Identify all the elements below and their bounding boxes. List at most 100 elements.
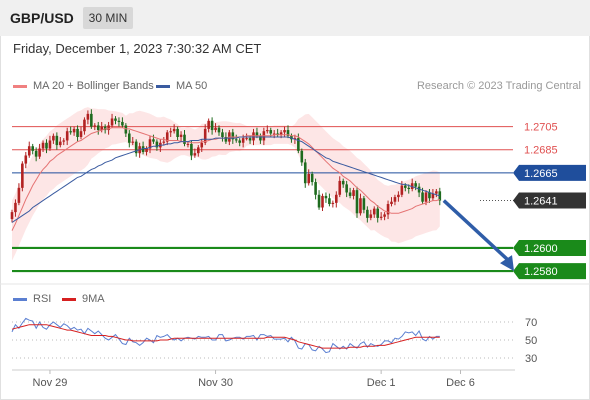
candle-body [90, 113, 93, 127]
candle-body [45, 142, 48, 149]
candle-body [210, 120, 214, 131]
candle-body [141, 146, 145, 153]
rsi-ma-line [11, 324, 440, 349]
candle-body [231, 132, 235, 140]
candle-body [48, 140, 52, 149]
rsi-tick-label: 70 [525, 317, 537, 329]
price-tag-resistance: 1.2685 [524, 145, 558, 157]
candle-body [314, 182, 317, 195]
candle-body [34, 150, 38, 157]
candle-body [279, 132, 283, 135]
x-tick-label: Dec 1 [367, 377, 396, 389]
chart-datetime: Friday, December 1, 2023 7:30:32 AM CET [13, 41, 262, 56]
legend-ma50: MA 50 [156, 80, 207, 92]
forecast-arrow [442, 199, 509, 261]
candle-body [186, 143, 190, 145]
candle-body [266, 130, 269, 132]
candle-body [352, 190, 355, 196]
rsi-tick-label: 30 [525, 353, 537, 365]
candle-body [197, 147, 200, 154]
candle-body [297, 138, 300, 151]
price-tag-label: 1.2665 [524, 168, 558, 180]
candle-body [169, 131, 172, 133]
candle-body [338, 180, 342, 195]
candle-body [355, 190, 359, 214]
candle-body [86, 113, 90, 120]
candle-body [179, 134, 183, 137]
candle-body [221, 132, 224, 137]
ma50-line [11, 136, 440, 223]
candle-body [404, 185, 407, 188]
candle-body [224, 136, 228, 142]
price-tag-label: 1.2600 [524, 243, 558, 255]
candle-body [96, 125, 100, 131]
price-tag-box [513, 239, 586, 256]
candle-body [200, 142, 204, 148]
candle-body [117, 120, 121, 122]
candle-body [376, 208, 379, 218]
candle-body [107, 125, 110, 131]
candle-body [76, 128, 79, 137]
candle-body [131, 141, 135, 143]
candle-body [335, 194, 338, 203]
candle-body [386, 204, 390, 215]
price-tag-label: 1.2705 [524, 122, 558, 134]
price-tag-box [513, 192, 586, 209]
candle-body [328, 198, 331, 205]
bollinger-band [12, 107, 440, 261]
rsi-line [11, 317, 440, 354]
candle-body [10, 212, 14, 220]
candle-body [331, 202, 335, 205]
candle-body [155, 141, 159, 148]
candle-body [272, 133, 276, 135]
candle-body [234, 139, 238, 141]
candle-body [435, 191, 438, 194]
candle-body [276, 133, 279, 135]
candle-body [207, 120, 210, 129]
candle-body [31, 146, 34, 151]
candle-body [348, 192, 352, 196]
candle-body [345, 184, 348, 193]
candle-body [341, 180, 345, 185]
candle-body [252, 132, 255, 141]
candle-body [397, 194, 400, 198]
x-tick-label: Nov 29 [33, 377, 68, 389]
candle-body [424, 192, 428, 202]
candle-body [383, 214, 386, 217]
rsi-tick-label: 50 [525, 335, 537, 347]
candle-body [72, 128, 76, 133]
ma50-swatch [156, 84, 170, 88]
candle-body [124, 125, 128, 134]
candle-body [114, 118, 117, 121]
candle-body [21, 163, 24, 188]
candle-body [407, 187, 411, 189]
candle-body [62, 140, 66, 142]
candle-body [93, 125, 97, 127]
timeframe-button[interactable]: 30 MIN [83, 7, 133, 29]
candle-body [27, 146, 31, 156]
candle-body [310, 173, 314, 183]
candle-body [145, 148, 148, 153]
candle-body [321, 195, 324, 208]
candle-body [217, 127, 221, 133]
candle-body [148, 139, 152, 149]
candle-body [259, 135, 262, 141]
x-tick-label: Nov 30 [198, 377, 233, 389]
candle-body [290, 135, 293, 140]
price-tag-pivot: 1.2665 [513, 164, 586, 181]
forecast-arrow-head [500, 255, 514, 272]
credit-text: Research © 2023 Trading Central [416, 80, 581, 92]
price-tag-support: 1.2600 [513, 239, 586, 256]
symbol-title: GBP/USD [10, 10, 74, 26]
candle-body [121, 121, 124, 126]
candle-body [283, 130, 286, 133]
candle-body [324, 195, 328, 199]
legend-ma50-label: MA 50 [176, 80, 208, 92]
candle-body [300, 150, 304, 163]
legend-ma20: MA 20 + Bollinger Bands [13, 80, 154, 92]
candle-body [152, 139, 155, 142]
candle-body [269, 130, 273, 134]
price-tag-resistance: 1.2705 [524, 122, 558, 134]
candle-body [372, 208, 376, 215]
